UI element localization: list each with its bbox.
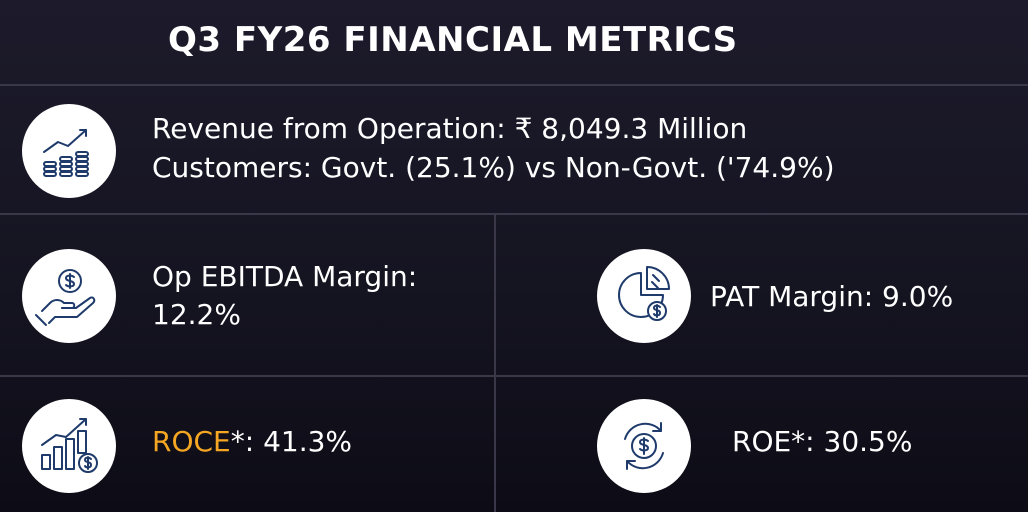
roe-text: ROE*: 30.5% xyxy=(732,425,913,458)
ebitda-label: Op EBITDA Margin: xyxy=(152,260,418,293)
pie-dollar-icon xyxy=(597,249,691,343)
roce-label: ROCE xyxy=(152,425,231,458)
bar-growth-icon xyxy=(22,399,116,493)
growth-coins-icon xyxy=(22,104,116,198)
pat-margin-text: PAT Margin: 9.0% xyxy=(710,280,954,313)
revenue-text: Revenue from Operation: ₹ 8,049.3 Millio… xyxy=(152,112,748,145)
divider-vertical xyxy=(494,214,496,512)
divider-lower xyxy=(0,375,1028,377)
divider-middle xyxy=(0,213,1028,215)
page-title: Q3 FY26 FINANCIAL METRICS xyxy=(168,20,738,60)
roce-text: ROCE*: 41.3% xyxy=(152,424,352,460)
divider-top xyxy=(0,84,1028,86)
roce-value: *: 41.3% xyxy=(230,425,353,458)
ebitda-value: 12.2% xyxy=(152,298,241,331)
customers-text: Customers: Govt. (25.1%) vs Non-Govt. ('… xyxy=(152,151,835,184)
hand-dollar-icon xyxy=(22,249,116,343)
cycle-dollar-icon xyxy=(597,399,691,493)
